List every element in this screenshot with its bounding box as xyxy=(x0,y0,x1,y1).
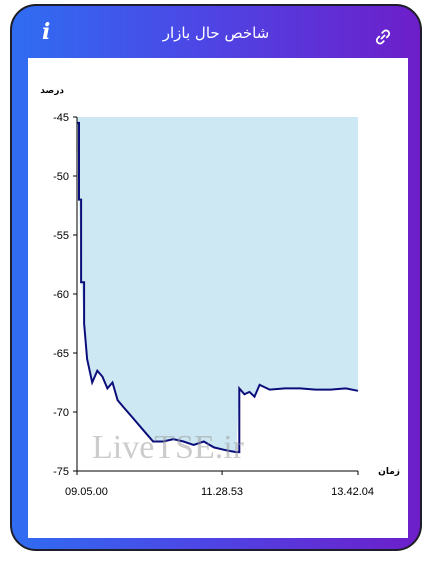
y-tick-label: -60 xyxy=(53,289,69,301)
x-tick-label: 13.42.04 xyxy=(331,486,374,498)
y-axis-title: درصد xyxy=(40,86,64,96)
chart-panel: درصد زمان -45 -50 -55 -60 -65 -70 -75 09.05.00 1… xyxy=(28,58,408,538)
x-axis-title: زمان xyxy=(378,467,400,477)
series-line xyxy=(77,121,359,454)
y-tick-label: -65 xyxy=(53,348,69,360)
page-title: شاخص حال بازار xyxy=(162,24,270,42)
y-tick-label: -50 xyxy=(53,171,69,183)
app-frame: i شاخص حال بازار درصد زمان -45 -50 -55 -60 -… xyxy=(10,4,422,551)
watermark: LiveTSE.ir xyxy=(92,429,245,466)
y-tick-label: -75 xyxy=(53,466,69,478)
link-icon[interactable] xyxy=(374,28,392,46)
y-tick-label: -45 xyxy=(53,112,69,124)
chart-area-fill xyxy=(77,117,358,453)
header-bar: i شاخص حال بازار xyxy=(12,6,420,58)
y-tick-label: -70 xyxy=(53,407,69,419)
market-index-chart: درصد زمان -45 -50 -55 -60 -65 -70 -75 09.05.00 1… xyxy=(40,86,400,498)
y-tick-label: -55 xyxy=(53,230,69,242)
x-tick-label: 09.05.00 xyxy=(65,486,108,498)
info-icon[interactable]: i xyxy=(42,19,51,45)
x-tick-label: 11.28.53 xyxy=(201,486,243,498)
